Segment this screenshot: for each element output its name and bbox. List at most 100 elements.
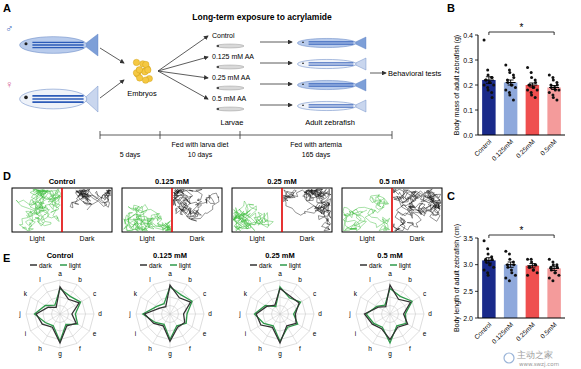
- point: [532, 269, 535, 272]
- embryo: [136, 67, 142, 73]
- label: 0.125 mM AA: [212, 53, 254, 60]
- legend-label: light: [179, 262, 191, 270]
- spoke: [251, 314, 280, 331]
- label: Control: [212, 32, 235, 39]
- arrow: [100, 48, 124, 63]
- bar: [482, 260, 495, 318]
- point: [486, 69, 489, 72]
- fish-stripe: [309, 106, 354, 107]
- y-tick-label: 0.2: [463, 82, 473, 89]
- error-cap: [551, 266, 557, 267]
- y-tick-label: 2.0: [463, 315, 473, 322]
- larva: [216, 65, 244, 69]
- radar-axis-label: i: [355, 330, 356, 337]
- point: [486, 247, 489, 250]
- y-tick-label: 2.5: [463, 288, 473, 295]
- arena: [12, 188, 112, 232]
- watermark: 主动之家: [517, 350, 553, 360]
- point: [549, 84, 552, 87]
- spoke: [246, 314, 280, 315]
- spoke: [280, 280, 281, 314]
- watermark: www.swzj.com: [519, 361, 559, 368]
- radar-axis-label: g: [278, 350, 282, 358]
- spoke: [280, 314, 314, 315]
- radar-line: [366, 289, 412, 343]
- mean-line: [506, 264, 516, 265]
- spoke: [136, 314, 170, 315]
- arrow: [158, 36, 208, 71]
- point: [526, 258, 529, 261]
- female-symbol: ♀: [5, 78, 13, 90]
- y-tick-label: 0.0: [463, 132, 473, 139]
- radar-axis-label: j: [18, 310, 20, 318]
- point: [536, 271, 539, 274]
- legend-label: dark: [39, 262, 52, 269]
- y-tick: [475, 60, 478, 61]
- point: [489, 263, 492, 266]
- larva: [216, 107, 244, 111]
- error-cap: [529, 263, 535, 264]
- radar-axis-label: c: [93, 290, 97, 297]
- radar-axis-label: c: [203, 290, 207, 297]
- diagram-title: Long-term exposure to acrylamide: [192, 12, 332, 22]
- label: Adult zebrafish: [305, 118, 355, 127]
- point: [530, 261, 533, 264]
- point: [486, 86, 489, 89]
- label: Fed with artemia: [290, 141, 342, 148]
- point: [548, 74, 551, 77]
- y-tick-label: 0.4: [463, 32, 473, 39]
- radar-axis-label: k: [24, 290, 28, 297]
- trajectory: [70, 189, 111, 210]
- fish-icon: [297, 37, 366, 49]
- spoke: [280, 314, 297, 343]
- radar-axis-label: a: [168, 270, 172, 277]
- ring: [246, 280, 314, 348]
- radar-axis-label: j: [348, 310, 350, 318]
- divider: [171, 188, 173, 232]
- spoke: [60, 280, 61, 314]
- point: [551, 94, 554, 97]
- timeline-tick: [160, 131, 161, 139]
- larva: [216, 86, 244, 90]
- radar-axis-label: l: [149, 276, 151, 283]
- fish-body: [297, 80, 356, 89]
- arrow: [370, 73, 386, 74]
- timeline: [100, 135, 392, 136]
- point: [528, 266, 531, 269]
- x-tick-label: 0.25mM: [515, 321, 537, 343]
- fish-stripe: [309, 64, 354, 65]
- arrow: [158, 57, 208, 71]
- spoke: [26, 314, 60, 315]
- larva-eye: [217, 108, 219, 110]
- fish-body: [20, 37, 87, 54]
- point: [492, 84, 495, 87]
- point: [526, 89, 529, 92]
- radar-axis-label: f: [409, 345, 411, 352]
- label: 0.25 mM AA: [212, 74, 250, 81]
- point: [534, 96, 537, 99]
- point: [551, 279, 554, 282]
- bar: [526, 266, 539, 318]
- point: [504, 277, 507, 280]
- error-bar: [549, 86, 559, 90]
- track-title: 0.5 mM: [379, 177, 404, 186]
- point: [557, 89, 560, 92]
- y-tick-label: 0.1: [463, 107, 473, 114]
- radar-axis-label: g: [58, 350, 62, 358]
- fish-stripe: [309, 65, 354, 66]
- radar-axis-label: f: [189, 345, 191, 352]
- track-title: 0.125 mM: [155, 177, 189, 186]
- point: [512, 99, 515, 102]
- error-bar: [527, 83, 537, 87]
- radar-axis-label: f: [79, 345, 81, 352]
- y-tick: [475, 85, 478, 86]
- radar-axis-label: k: [244, 290, 248, 297]
- spoke: [356, 314, 390, 315]
- label: 165 days: [302, 151, 331, 159]
- fish-eye: [302, 41, 304, 43]
- point: [514, 274, 517, 277]
- point: [554, 271, 557, 274]
- male-symbol: ♂: [5, 22, 13, 34]
- x-tick-label: Control: [473, 320, 493, 340]
- plot-area: [365, 285, 413, 343]
